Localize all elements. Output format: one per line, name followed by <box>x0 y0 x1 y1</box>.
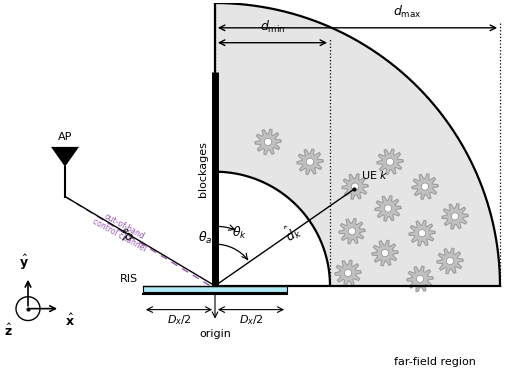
Text: origin: origin <box>199 330 231 339</box>
Polygon shape <box>409 220 435 246</box>
Text: $\hat{\mathbf{x}}$: $\hat{\mathbf{x}}$ <box>65 313 75 329</box>
Polygon shape <box>342 174 368 199</box>
Polygon shape <box>339 218 365 244</box>
Polygon shape <box>335 260 361 285</box>
Polygon shape <box>372 240 398 266</box>
Polygon shape <box>437 248 463 274</box>
Circle shape <box>421 183 429 190</box>
Polygon shape <box>412 174 438 199</box>
Text: $\hat{\mathbf{y}}$: $\hat{\mathbf{y}}$ <box>19 253 29 272</box>
Circle shape <box>348 228 355 235</box>
Polygon shape <box>407 266 433 292</box>
Text: $D_x/2$: $D_x/2$ <box>239 314 264 327</box>
Polygon shape <box>377 149 403 174</box>
Text: far-field region: far-field region <box>394 357 476 367</box>
Text: $d_{\min}$: $d_{\min}$ <box>259 19 286 35</box>
Circle shape <box>384 205 392 212</box>
Circle shape <box>419 230 425 237</box>
Circle shape <box>386 158 394 165</box>
Polygon shape <box>51 147 79 167</box>
Text: RIS: RIS <box>120 274 138 284</box>
Circle shape <box>417 275 423 282</box>
Text: AP: AP <box>58 132 72 142</box>
Circle shape <box>265 138 271 145</box>
Circle shape <box>351 183 359 190</box>
Text: $\theta_k$: $\theta_k$ <box>232 225 247 241</box>
Text: $D_x/2$: $D_x/2$ <box>167 314 192 327</box>
Bar <box>143 286 287 292</box>
Circle shape <box>452 213 459 220</box>
Text: $\theta_a$: $\theta_a$ <box>198 230 212 246</box>
Text: out-of-band
control channel: out-of-band control channel <box>91 208 153 254</box>
Text: blockages: blockages <box>198 141 208 197</box>
Circle shape <box>306 158 314 165</box>
Circle shape <box>345 269 352 277</box>
Circle shape <box>382 250 388 257</box>
Polygon shape <box>255 129 281 155</box>
Text: $\hat{d}_k$: $\hat{d}_k$ <box>280 220 305 246</box>
Polygon shape <box>215 3 500 286</box>
Text: UE $k$: UE $k$ <box>361 169 389 181</box>
Text: $d_a$: $d_a$ <box>117 223 138 244</box>
Polygon shape <box>375 196 401 221</box>
Text: $\hat{\mathbf{z}}$: $\hat{\mathbf{z}}$ <box>4 323 13 339</box>
Polygon shape <box>297 149 323 174</box>
Polygon shape <box>442 204 468 229</box>
Circle shape <box>446 257 454 264</box>
Text: $d_{\max}$: $d_{\max}$ <box>393 4 422 20</box>
